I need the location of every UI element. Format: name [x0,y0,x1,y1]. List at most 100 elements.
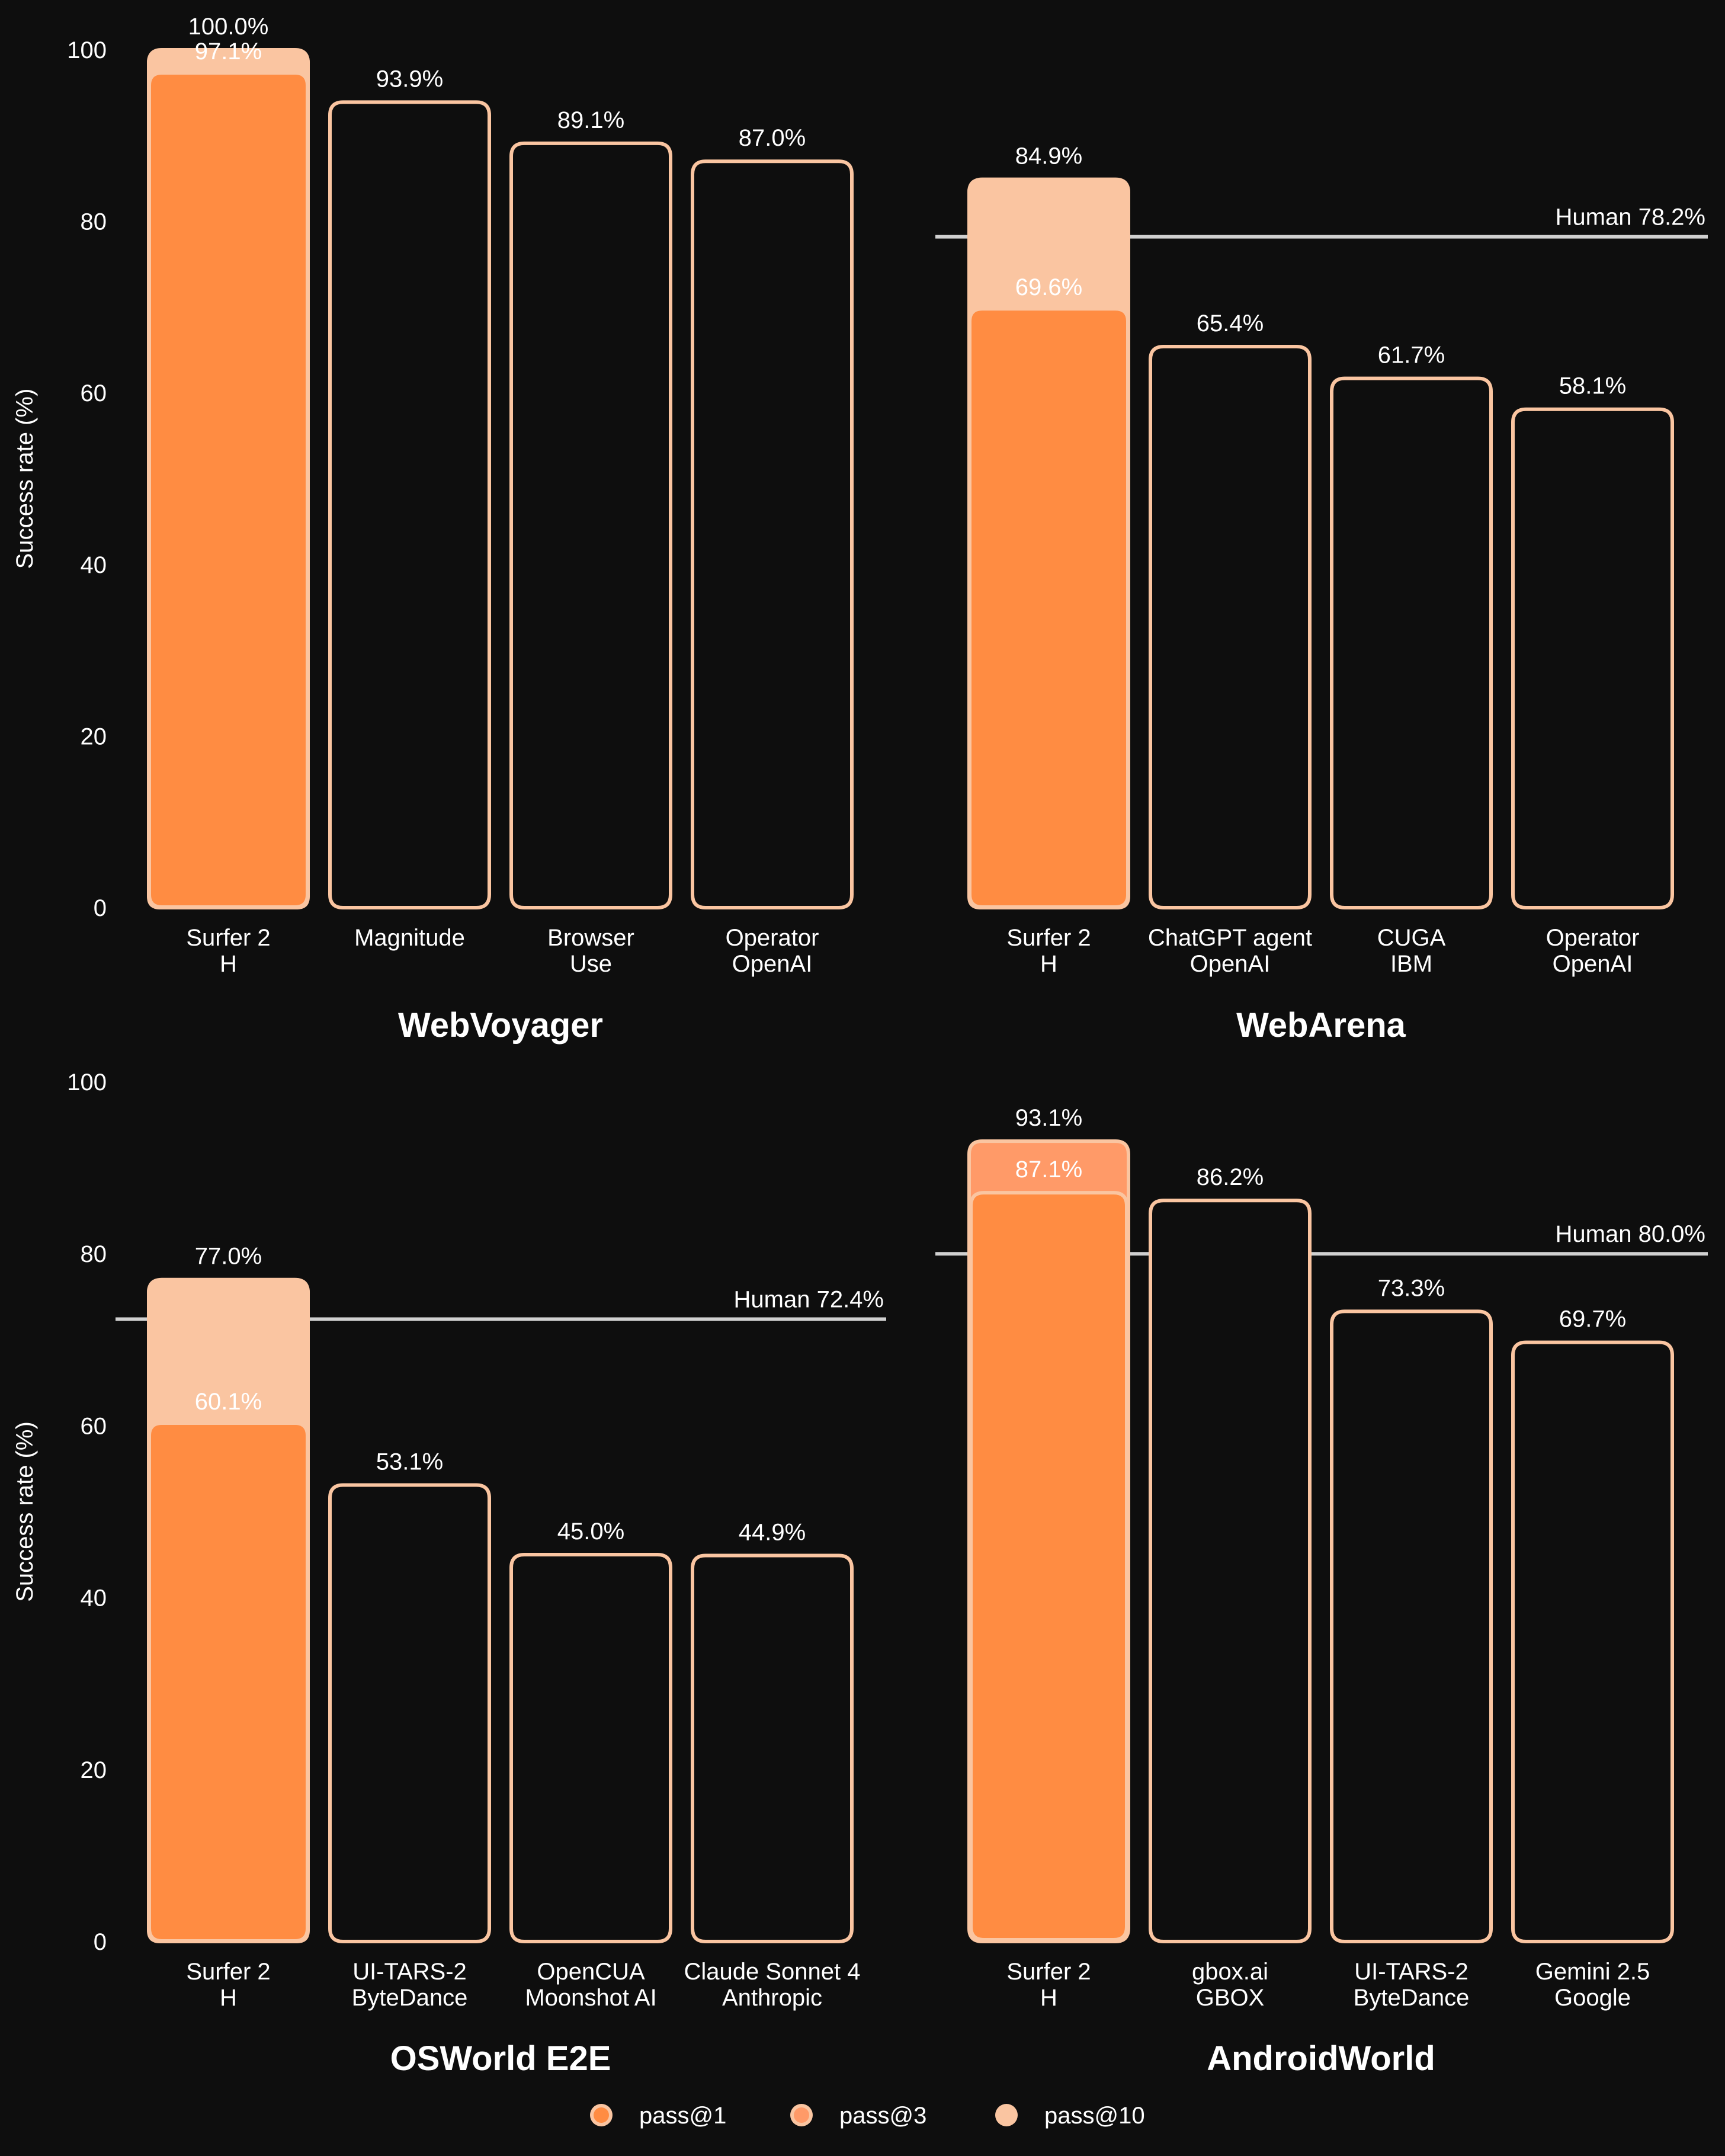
bar-value-label: 53.1% [376,1449,443,1475]
bar-group: 44.9% [691,1520,854,1943]
bar-pass1 [691,159,854,909]
x-tick-label: OpenCUA [537,1959,645,1985]
bar-pass1 [1149,1199,1312,1943]
y-tick-label: 20 [81,1757,107,1783]
human-baseline-label: Human 78.2% [1556,204,1705,230]
bar-value-label: 89.1% [557,107,624,133]
y-tick-label: 20 [81,723,107,749]
bar-outline [147,1277,310,1943]
x-tick-label: IBM [1390,951,1432,977]
bar-value-label-inner: 97.1% [195,39,262,65]
x-tick-label: Magnitude [354,925,465,951]
bar-group: 100.0%97.1% [147,14,310,909]
y-tick-label: 60 [81,1413,107,1439]
bar-value-label: 77.0% [195,1244,262,1270]
x-tick-label: Moonshot AI [525,1985,656,2011]
bar-group: 65.4% [1149,310,1312,909]
x-tick-label: OpenAI [732,951,813,977]
bar-group: 87.0% [691,125,854,909]
panel-title: OSWorld E2E [390,2039,611,2078]
bar-value-label: 45.0% [557,1519,624,1545]
x-tick-label: OpenAI [1553,951,1633,977]
y-tick-label: 40 [81,552,107,578]
bar-pass1 [151,1424,306,1939]
x-tick-label: Anthropic [722,1985,822,2011]
legend-marker [594,2107,609,2123]
bar-pass1 [969,1191,1128,1942]
x-tick-label: Google [1554,1985,1631,2011]
bar-value-label: 69.7% [1559,1306,1626,1332]
x-tick-label: Use [570,951,612,977]
bar-outline [147,48,310,909]
x-tick-label: Browser [547,925,634,951]
bar-value-label: 44.9% [739,1520,806,1546]
y-tick-label: 0 [94,895,107,921]
x-tick-label: Operator [1546,925,1640,951]
x-tick-label: Surfer 2 [1006,925,1091,951]
bar-value-label: 65.4% [1197,310,1264,337]
panel-title: AndroidWorld [1207,2039,1435,2078]
legend-label: pass@10 [1044,2103,1145,2129]
bar-pass1 [1149,345,1312,909]
panel-webvoyager: 0 20 40 60 80 100 Success rate (%) 100.0%97.1% S… [12,14,854,1045]
x-tick-label: H [1040,1985,1057,2011]
legend-label: pass@1 [639,2103,726,2129]
bar-pass1 [509,1553,672,1943]
bar-pass1 [971,310,1126,905]
bar-group: 53.1% [328,1449,491,1943]
x-tick-label: H [220,1985,237,2011]
bar-pass1 [328,100,491,909]
y-tick-label: 100 [67,37,107,63]
panel-title: WebVoyager [398,1006,603,1045]
x-tick-label: gbox.ai [1192,1959,1268,1985]
y-axis-label: Success rate (%) [12,389,38,569]
bar-pass1 [509,141,672,909]
bar-pass1 [691,1553,854,1943]
bar-value-label-inner: 60.1% [195,1389,262,1415]
x-tick-label: UI-TARS-2 [1354,1959,1469,1985]
legend-item-pass-at-10: pass@10 [995,2103,1145,2129]
bar-value-label: 100.0% [188,14,269,40]
bar-group: 61.7% [1330,342,1493,909]
bar-value-label-inner: 87.1% [1015,1157,1082,1183]
bar-group: 84.9% 69.6% [967,143,1130,910]
y-tick-label: 60 [81,380,107,406]
panel-webarena: Human 78.2% 84.9% 69.6% Surfer 2H 65.4% ChatG… [935,143,1708,1045]
human-baseline-label: Human 80.0% [1556,1221,1705,1247]
y-tick-label: 40 [81,1585,107,1612]
legend-label: pass@3 [839,2103,926,2129]
legend-marker [794,2107,809,2123]
bar-group: 89.1% [509,107,672,909]
panel-androidworld: Human 80.0% 93.1% 87.1% Surfer 2H 86.2% gbox.… [935,1105,1708,2078]
bar-group: 86.2% [1149,1164,1312,1943]
x-tick-label: Surfer 2 [1006,1959,1091,1985]
y-tick-label: 80 [81,209,107,235]
x-tick-label: Operator [726,925,819,951]
x-tick-label: Gemini 2.5 [1535,1959,1650,1985]
x-tick-label: H [1040,951,1057,977]
bar-value-label: 87.0% [739,125,806,151]
bar-group: 58.1% [1511,373,1674,909]
x-tick-label: Surfer 2 [186,1959,270,1985]
x-tick-label: OpenAI [1190,951,1271,977]
bar-group: 73.3% [1330,1275,1493,1943]
bar-pass1 [328,1483,491,1943]
bar-value-label: 58.1% [1559,373,1626,399]
y-tick-label: 100 [67,1069,107,1095]
legend-item-pass-at-3: pass@3 [790,2103,926,2129]
human-baseline-label: Human 72.4% [734,1286,884,1312]
bar-value-label-inner: 69.6% [1015,274,1082,300]
y-axis-label: Success rate (%) [12,1421,38,1602]
bar-value-label: 61.7% [1378,342,1445,369]
legend-item-pass-at-1: pass@1 [590,2103,726,2129]
bar-group: 77.0% 60.1% [147,1244,310,1943]
bar-value-label: 93.9% [376,66,443,92]
x-tick-label: ByteDance [1354,1985,1470,2011]
bar-group: 93.1% 87.1% [967,1105,1130,1943]
bar-value-label: 86.2% [1197,1164,1264,1190]
bar-group: 45.0% [509,1519,672,1943]
bar-pass1 [1511,407,1674,909]
x-tick-label: ChatGPT agent [1148,925,1312,951]
bar-value-label: 93.1% [1015,1105,1082,1131]
bar-group: 69.7% [1511,1306,1674,1943]
